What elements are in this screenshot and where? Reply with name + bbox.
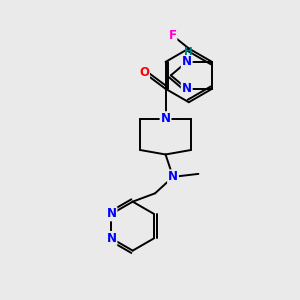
Text: N: N xyxy=(106,207,116,220)
Text: N: N xyxy=(160,112,170,125)
Text: F: F xyxy=(168,28,176,41)
Text: H: H xyxy=(184,47,193,57)
Text: N: N xyxy=(182,56,192,68)
Text: N: N xyxy=(168,170,178,183)
Text: N: N xyxy=(106,232,116,245)
Text: N: N xyxy=(182,82,192,95)
Text: O: O xyxy=(139,66,149,79)
